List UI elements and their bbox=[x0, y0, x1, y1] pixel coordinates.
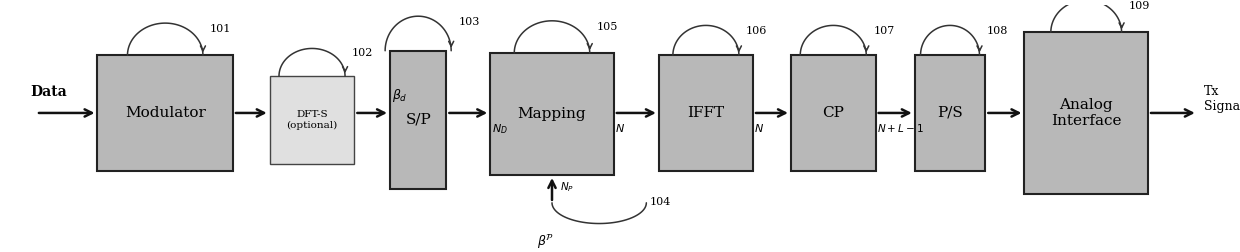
Text: P/S: P/S bbox=[937, 106, 963, 120]
Bar bbox=[915, 55, 986, 171]
Bar bbox=[658, 55, 753, 171]
Bar bbox=[791, 55, 875, 171]
Text: Tx
Signal: Tx Signal bbox=[1204, 85, 1240, 113]
Text: 108: 108 bbox=[987, 26, 1008, 36]
Text: 103: 103 bbox=[459, 17, 480, 27]
Bar bbox=[1024, 32, 1148, 194]
Text: 101: 101 bbox=[210, 24, 232, 34]
Bar bbox=[389, 51, 446, 189]
Text: 104: 104 bbox=[650, 197, 671, 207]
Text: DFT-S
(optional): DFT-S (optional) bbox=[286, 110, 337, 130]
Text: 107: 107 bbox=[873, 26, 894, 36]
Text: 105: 105 bbox=[596, 22, 619, 32]
Text: $\beta_d$: $\beta_d$ bbox=[392, 87, 408, 104]
Text: $\beta^\mathcal{P}$: $\beta^\mathcal{P}$ bbox=[537, 233, 554, 251]
Bar bbox=[269, 76, 355, 164]
Text: 106: 106 bbox=[746, 26, 768, 36]
Text: 102: 102 bbox=[352, 48, 373, 58]
Text: $N_P$: $N_P$ bbox=[560, 180, 574, 194]
Text: $N$: $N$ bbox=[615, 122, 625, 134]
Text: $N+L-1$: $N+L-1$ bbox=[877, 122, 924, 134]
Text: Mapping: Mapping bbox=[517, 107, 587, 121]
Bar bbox=[98, 55, 233, 171]
Text: CP: CP bbox=[822, 106, 844, 120]
Text: Analog
Interface: Analog Interface bbox=[1052, 98, 1121, 128]
Text: Data: Data bbox=[30, 85, 67, 99]
Text: S/P: S/P bbox=[405, 113, 432, 127]
Text: IFFT: IFFT bbox=[687, 106, 724, 120]
Text: $N$: $N$ bbox=[754, 122, 764, 134]
Text: Modulator: Modulator bbox=[125, 106, 206, 120]
Text: $N_D$: $N_D$ bbox=[492, 122, 508, 136]
Bar bbox=[490, 53, 614, 175]
Text: 109: 109 bbox=[1128, 1, 1149, 11]
